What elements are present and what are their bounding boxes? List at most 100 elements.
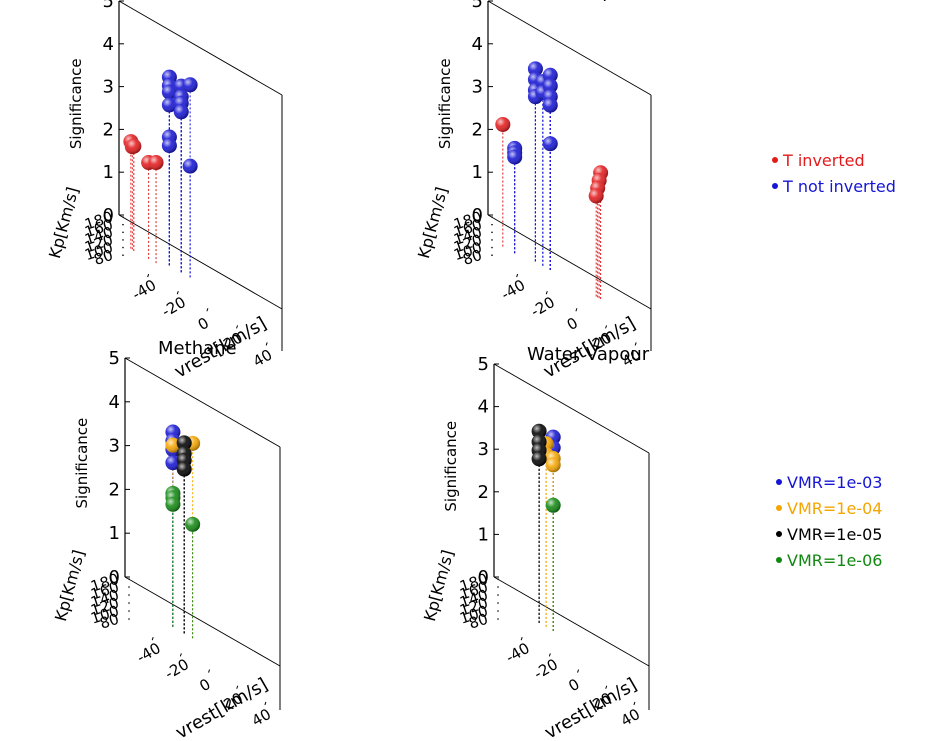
x-tick-label: 40 [250,346,276,371]
legend-label: VMR=1e-05 [787,525,883,544]
z-axis-label: Significance [67,58,85,149]
y-tick [497,594,499,596]
x-tick [634,342,637,346]
x-tick [176,291,179,295]
x-axis-label: vrest[km/s] [541,674,640,741]
y-tick [122,254,124,256]
chart-2: 012345-40-200204080100120140160180Water … [414,0,652,383]
legend-marker-icon [776,478,782,485]
points [123,69,198,174]
y-tick [497,610,499,612]
x-tick-label: 40 [618,705,644,730]
box-edge [118,0,283,96]
x-tick [548,653,551,657]
legend-entry: VMR=1e-03 [776,470,882,496]
legend-top: T inverted T not inverted [772,148,896,200]
chart-1: 012345-40-200204080100120140160180Methan… [45,0,283,383]
data-point-shading [531,423,547,439]
legend-marker-icon [776,556,782,563]
y-tick [491,254,493,256]
z-tick-label: 2 [478,482,489,503]
z-tick-label: 3 [103,77,114,98]
data-point-shading [165,496,181,512]
x-tick-label: -20 [162,655,192,683]
points [495,61,609,204]
points [165,424,201,532]
y-tick [128,594,130,596]
z-tick-label: 1 [478,524,489,545]
z-tick-label: 5 [109,348,120,369]
x-tick-label: 0 [564,314,581,334]
chart-4: 012345-40-200204080100120140160180Water … [420,344,650,741]
x-tick [236,685,239,689]
x-tick [605,325,608,329]
legend-label: T inverted [783,151,865,170]
data-point-shading [165,455,181,471]
z-tick-label: 1 [109,523,120,544]
z-tick-label: 0 [109,567,120,588]
legend-marker-icon [776,504,782,511]
box-edge [487,0,652,96]
legend-label: T not inverted [783,177,896,196]
x-tick [577,669,580,673]
chart-title: Water Vapour [521,0,644,2]
x-tick-label: -20 [159,293,189,321]
y-tick [491,246,493,249]
y-tick [128,610,130,612]
x-axis-label: vrest[km/s] [172,674,271,741]
box-edge [124,576,281,667]
y-tick [497,618,499,620]
z-tick-label: 2 [109,479,120,500]
data-point-shading [176,461,192,477]
z-tick-label: 4 [478,397,489,418]
x-tick [208,669,211,673]
stems [130,77,191,278]
x-tick-label: 0 [565,675,582,695]
y-axis-label: Kp[Km/s] [420,548,457,623]
z-tick-label: 3 [472,77,483,98]
y-tick [128,578,130,580]
y-tick [128,602,130,604]
data-point-shading [173,104,189,120]
box-edge [493,576,650,667]
x-tick-label: -40 [129,276,159,304]
y-tick [491,216,493,218]
y-tick [122,231,124,234]
y-tick [497,602,499,604]
x-tick-label: -20 [528,293,558,321]
z-tick-label: 5 [103,0,114,12]
z-tick-label: 4 [109,392,120,413]
z-tick-label: 1 [472,162,483,183]
y-tick [491,231,493,234]
legend-entry: VMR=1e-04 [776,496,882,522]
x-tick [236,325,239,329]
x-tick [147,273,150,278]
legend-entry: T not inverted [772,174,896,200]
data-point-shading [545,457,561,473]
data-point-shading [542,136,558,152]
z-tick-label: 5 [478,354,489,375]
y-axis-label: Kp[Km/s] [414,185,451,260]
data-point-shading [527,61,543,77]
x-tick [520,637,523,641]
y-tick [491,239,493,241]
z-tick-label: 2 [472,119,483,140]
legend-marker-icon [772,156,778,163]
data-point-shading [182,158,198,174]
legend-entry: VMR=1e-05 [776,522,882,548]
x-tick-label: -40 [134,639,164,667]
data-point-shading [545,497,561,513]
chart-title: Methane [152,0,231,2]
data-point-shading [126,138,142,154]
z-axis-label: Significance [436,58,454,149]
y-tick [497,586,499,588]
y-axis-label: Kp[Km/s] [45,185,82,260]
z-axis-label: Significance [442,421,460,512]
legend-bottom: VMR=1e-03 VMR=1e-04 VMR=1e-05 VMR=1e-06 [776,470,882,574]
x-tick [575,308,578,312]
stems [502,68,602,300]
data-point-shading [542,78,558,94]
data-point-shading [588,188,604,204]
z-axis-label: Significance [73,418,91,509]
